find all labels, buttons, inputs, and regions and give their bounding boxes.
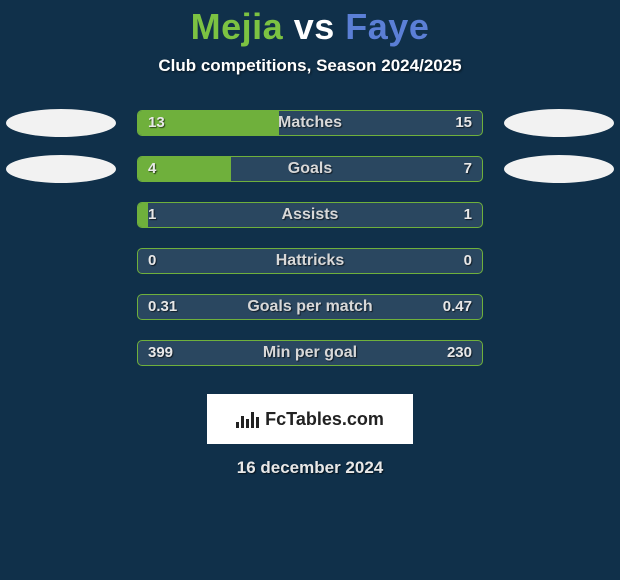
stat-bar: 4Goals7 (137, 156, 483, 182)
stat-row: 4Goals7 (0, 156, 620, 202)
stat-row: 0.31Goals per match0.47 (0, 294, 620, 340)
stat-value-right: 0 (464, 249, 472, 273)
stat-value-right: 230 (447, 341, 472, 365)
stat-row: 0Hattricks0 (0, 248, 620, 294)
bars-icon (236, 410, 259, 428)
player2-name: Faye (345, 6, 429, 47)
stat-label: Assists (138, 203, 482, 227)
stat-label: Goals (138, 157, 482, 181)
logo-text: FcTables.com (265, 409, 384, 430)
date: 16 december 2024 (0, 458, 620, 478)
stat-bar: 13Matches15 (137, 110, 483, 136)
logo-badge: FcTables.com (207, 394, 413, 444)
stat-row: 1Assists1 (0, 202, 620, 248)
logo-prefix: Fc (265, 409, 286, 429)
comparison-infographic: Mejia vs Faye Club competitions, Season … (0, 0, 620, 580)
stat-label: Min per goal (138, 341, 482, 365)
player1-oval (6, 109, 116, 137)
logo-main: Tables (286, 409, 342, 429)
stat-value-right: 0.47 (443, 295, 472, 319)
subtitle: Club competitions, Season 2024/2025 (0, 56, 620, 76)
stat-row: 13Matches15 (0, 110, 620, 156)
stats-container: 13Matches15 4Goals7 1Assists1 0Hattricks0 0.… (0, 110, 620, 386)
stat-bar: 0Hattricks0 (137, 248, 483, 274)
stat-label: Hattricks (138, 249, 482, 273)
stat-value-right: 7 (464, 157, 472, 181)
logo-suffix: .com (342, 409, 384, 429)
player2-oval (504, 155, 614, 183)
stat-bar: 1Assists1 (137, 202, 483, 228)
title: Mejia vs Faye (0, 0, 620, 48)
stat-row: 399Min per goal230 (0, 340, 620, 386)
player1-oval (6, 155, 116, 183)
title-separator: vs (294, 6, 335, 47)
stat-label: Goals per match (138, 295, 482, 319)
player1-name: Mejia (191, 6, 284, 47)
stat-value-right: 1 (464, 203, 472, 227)
stat-bar: 0.31Goals per match0.47 (137, 294, 483, 320)
stat-bar: 399Min per goal230 (137, 340, 483, 366)
player2-oval (504, 109, 614, 137)
stat-value-right: 15 (455, 111, 472, 135)
stat-label: Matches (138, 111, 482, 135)
